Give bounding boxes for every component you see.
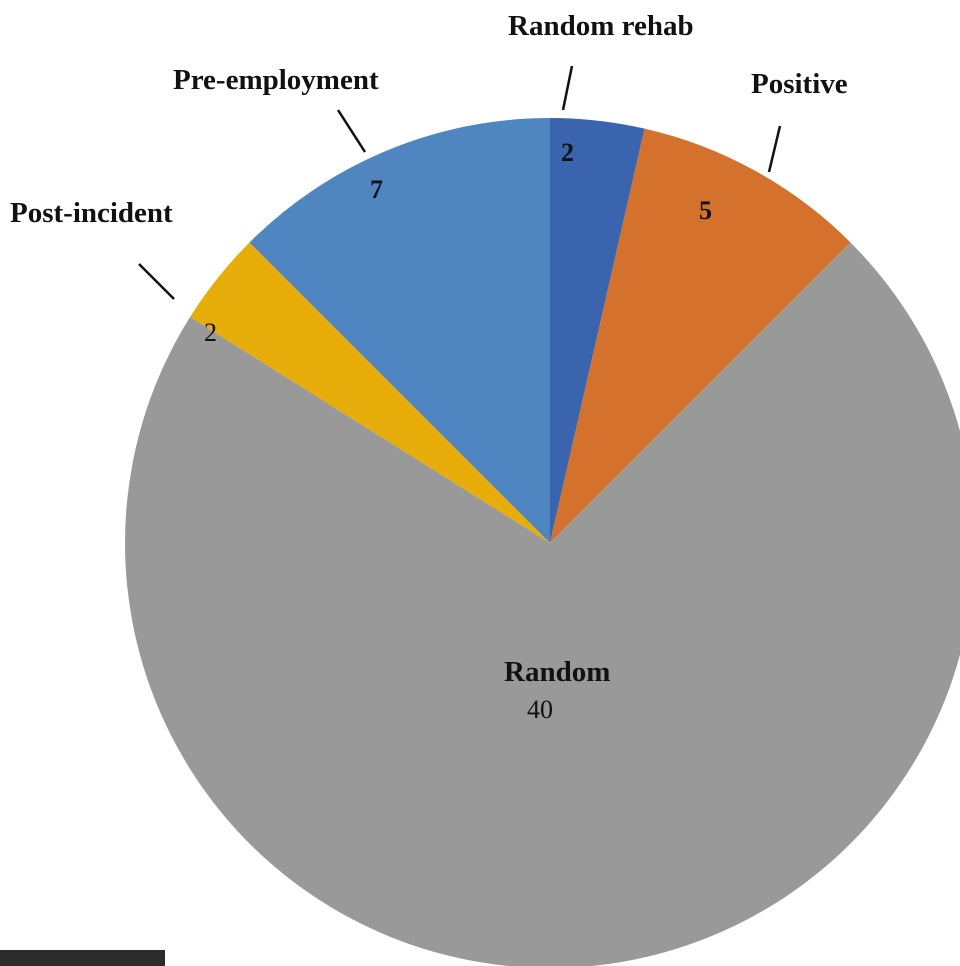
label-positive: Positive — [751, 68, 848, 100]
pie-slice-pre-employment — [249, 118, 550, 543]
leader-line-random-rehab — [561, 65, 574, 111]
label-random-rehab: Random rehab — [508, 10, 694, 42]
label-pre-employment: Pre-employment — [173, 64, 379, 96]
pie-slice-random — [124, 242, 960, 966]
pie-slice-post-incident — [190, 242, 550, 543]
leader-line-positive — [767, 125, 782, 173]
pie-slice-random-rehab — [550, 118, 645, 543]
label-post-incident: Post-incident — [10, 197, 173, 229]
pie-slice-positive — [550, 128, 851, 543]
leader-line-post-incident — [138, 263, 175, 300]
pie-slices — [124, 118, 960, 966]
value-random-rehab: 2 — [561, 138, 574, 167]
label-random: Random — [504, 656, 610, 688]
value-random: 40 — [527, 695, 553, 724]
value-pre-employment: 7 — [370, 175, 383, 204]
value-post-incident: 2 — [204, 318, 217, 347]
value-positive: 5 — [699, 196, 712, 225]
corner-dark-strip — [0, 950, 165, 966]
leader-line-pre-employment — [336, 109, 367, 153]
